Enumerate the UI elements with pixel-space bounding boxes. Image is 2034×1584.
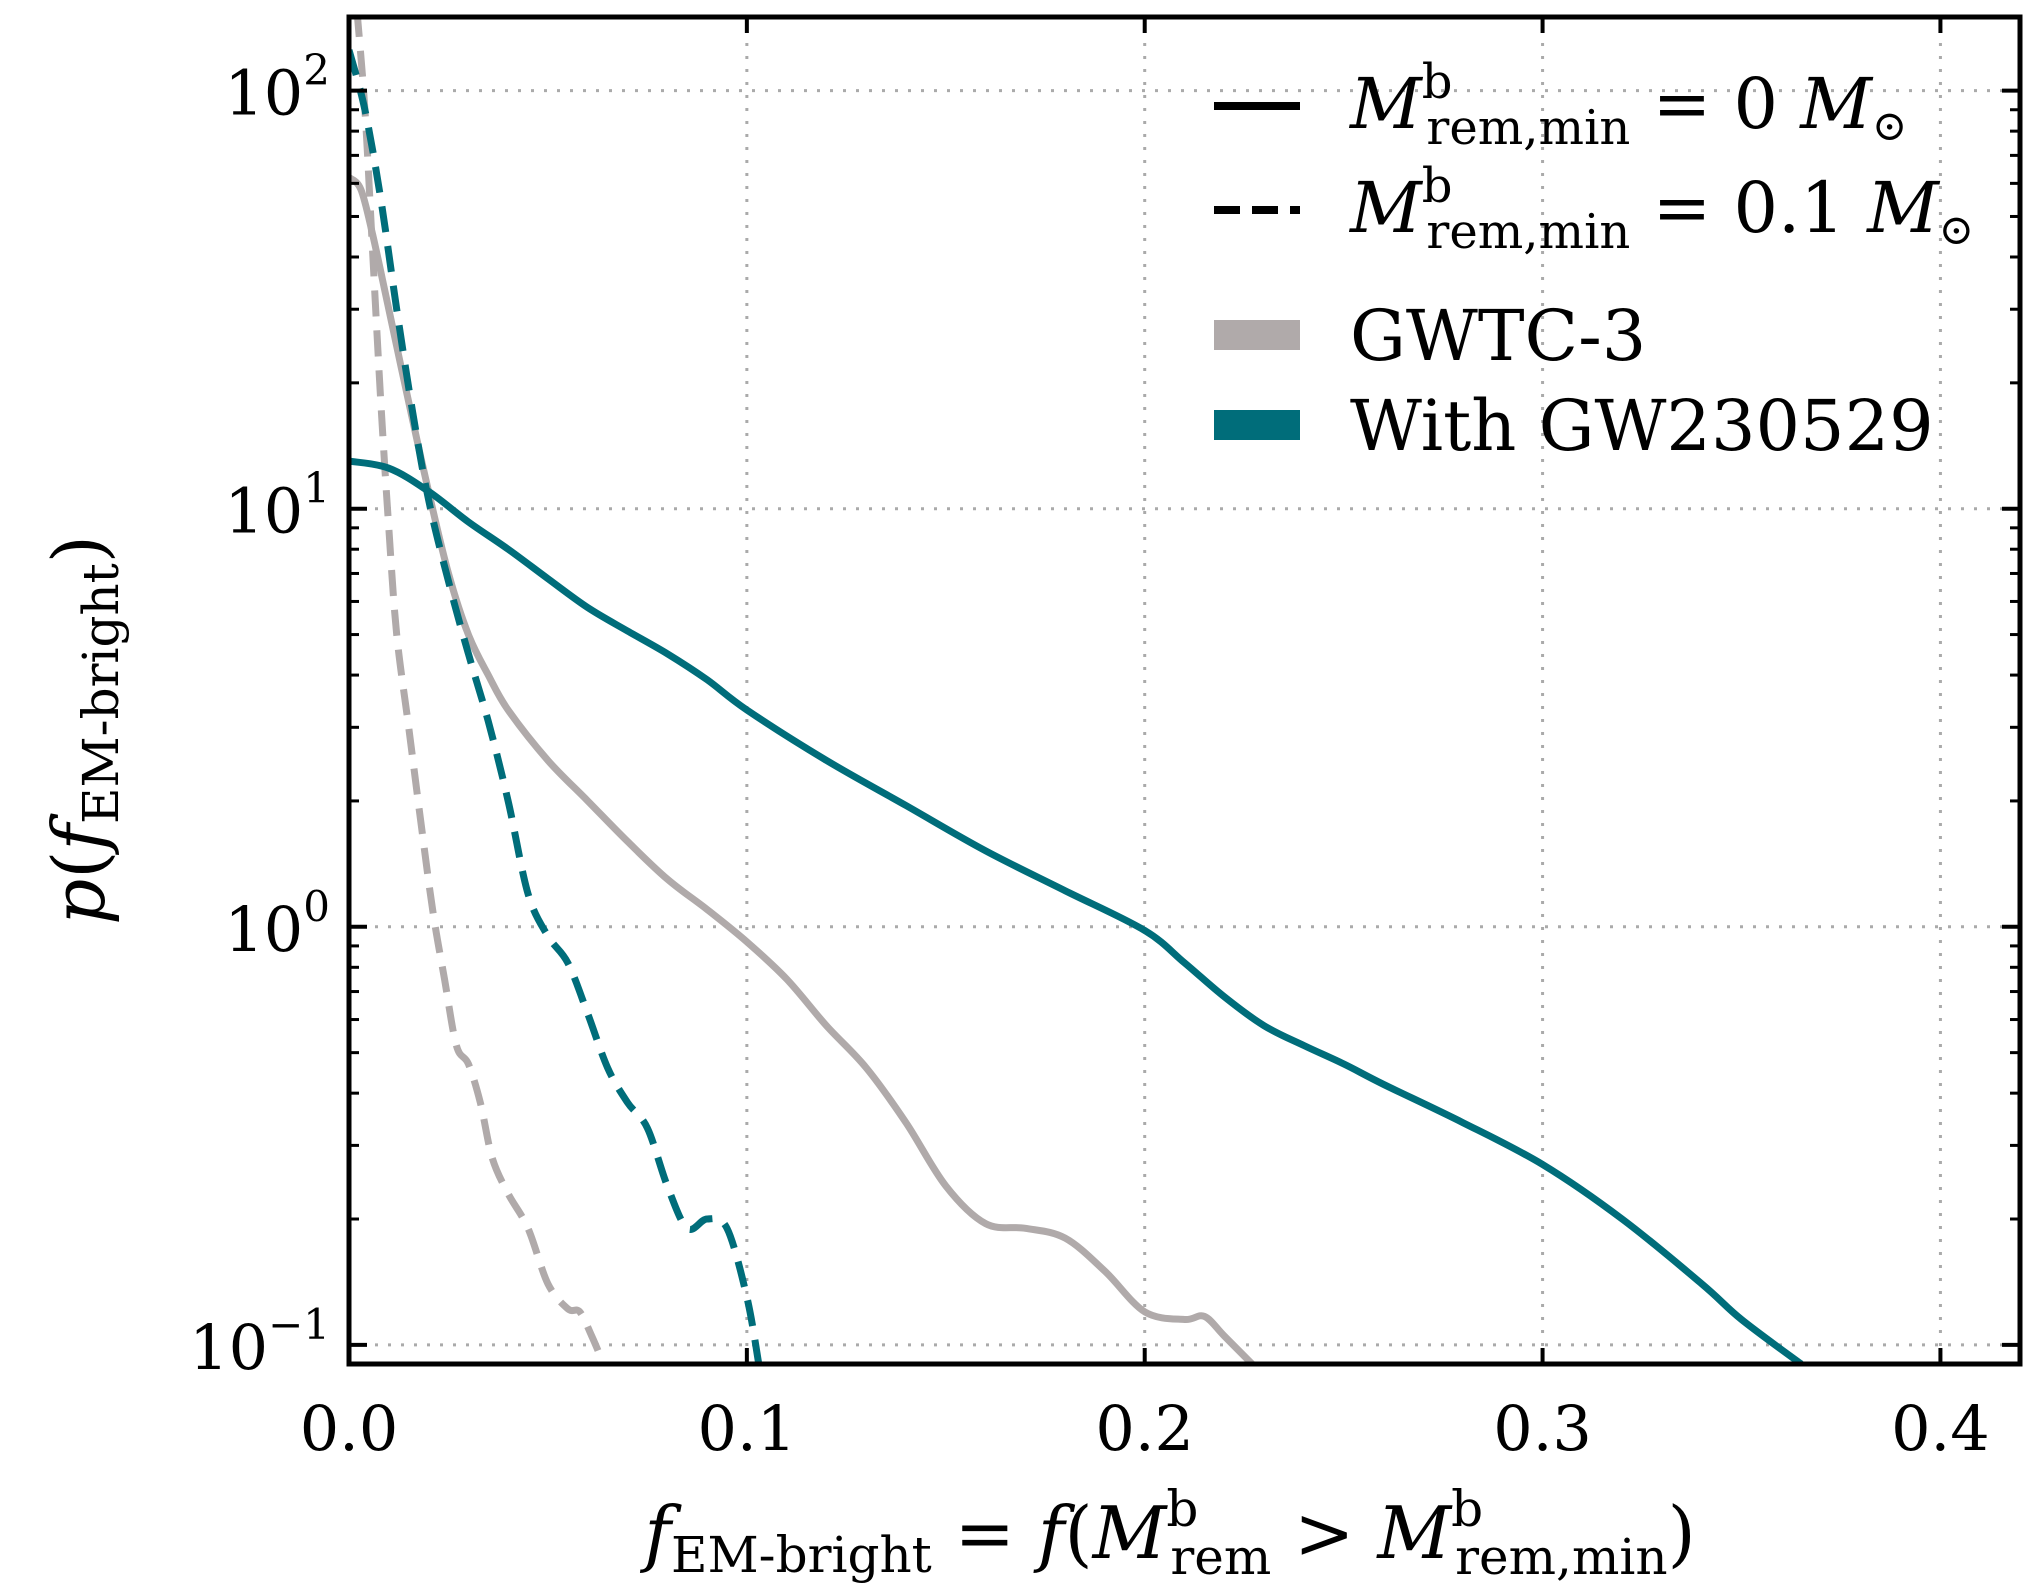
x-axis-label: fEM-bright = f(Mb rem > Mb rem,min) — [639, 1480, 1695, 1584]
series-line-0 — [349, 174, 1255, 1364]
legend-label-dashed: Mb rem,min = 0.1 M⊙ — [1348, 158, 1974, 260]
ylabel-open: ( — [37, 851, 121, 879]
xlabel-close: ) — [1668, 1491, 1696, 1575]
x-tick-label: 0.2 — [1095, 1392, 1194, 1465]
series-line-3 — [349, 49, 763, 1364]
legend-gw230529-swatch — [1214, 410, 1300, 440]
x-tick-label: 0.3 — [1493, 1392, 1592, 1465]
x-tick-label: 0.0 — [300, 1392, 399, 1465]
xlabel-eq: = — [932, 1491, 1038, 1575]
y-axis-label: p(fEM-bright) — [37, 535, 130, 925]
ylabel-sub: EM-bright — [72, 563, 130, 824]
xlabel-M2: M — [1375, 1491, 1453, 1575]
y-tick-label: 10−1 — [189, 1300, 330, 1384]
x-tick-labels: 0.0 0.1 0.2 0.3 0.4 — [300, 1392, 1990, 1465]
series-line-1 — [353, 17, 607, 1364]
ylabel-p: p — [37, 879, 121, 925]
xlabel-remmin-sub: rem,min — [1455, 1528, 1667, 1584]
data-series-group — [349, 17, 1804, 1364]
legend-label-gw230529: With GW230529 — [1350, 385, 1934, 467]
y-tick-label: 101 — [224, 464, 330, 548]
xlabel-em-sub: EM-bright — [671, 1526, 932, 1584]
legend-label-solid: Mb rem,min = 0 M⊙ — [1348, 54, 1907, 156]
plot-frame — [346, 14, 2023, 1367]
legend-gwtc3-swatch — [1214, 320, 1300, 350]
grid-lines — [349, 17, 2020, 1364]
y-tick-labels: 10−1 100 101 102 — [189, 46, 330, 1384]
xlabel-M: M — [1091, 1491, 1169, 1575]
axis-ticks — [347, 17, 2020, 1364]
series-line-2 — [349, 457, 1804, 1364]
x-tick-label: 0.1 — [698, 1392, 797, 1465]
y-tick-label: 102 — [224, 46, 330, 130]
ylabel-close: ) — [37, 535, 121, 563]
xlabel-sup-b2: b — [1451, 1480, 1483, 1538]
xlabel-gt: > — [1271, 1491, 1377, 1575]
y-tick-label: 100 — [224, 882, 330, 966]
xlabel-rem-sub: rem — [1170, 1528, 1271, 1584]
legend-label-gwtc3: GWTC-3 — [1350, 295, 1646, 377]
xlabel-sup-b: b — [1166, 1480, 1198, 1538]
xlabel-open: ( — [1065, 1491, 1093, 1575]
x-tick-label: 0.4 — [1891, 1392, 1990, 1465]
legend: Mb rem,min = 0 M⊙ Mb rem,min = 0.1 M⊙ GWTC… — [1214, 54, 1974, 467]
